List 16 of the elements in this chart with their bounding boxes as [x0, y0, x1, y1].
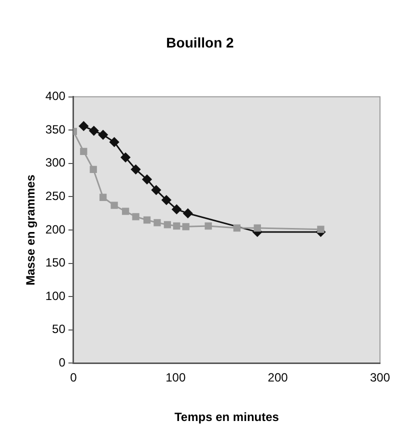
- y-tick-label: 200: [45, 222, 66, 236]
- y-tick-label: 150: [45, 256, 66, 270]
- x-tick-label: 300: [370, 370, 390, 385]
- y-tick-label: 300: [45, 156, 66, 170]
- y-tick-label: 50: [52, 322, 66, 336]
- y-axis-title: Masse en grammes: [24, 174, 38, 286]
- y-tick-label: 100: [45, 288, 66, 303]
- x-tick-label: 200: [268, 370, 288, 385]
- x-axis-title: Temps en minutes: [174, 410, 280, 424]
- chart-title: Bouillon 2: [166, 34, 234, 50]
- x-tick-label: 0: [70, 370, 78, 385]
- y-tick-label: 0: [58, 356, 66, 370]
- y-tick-label: 250: [45, 189, 66, 204]
- x-tick-label: 100: [166, 370, 186, 385]
- y-tick-label: 350: [45, 122, 66, 136]
- y-tick-label: 400: [45, 89, 66, 104]
